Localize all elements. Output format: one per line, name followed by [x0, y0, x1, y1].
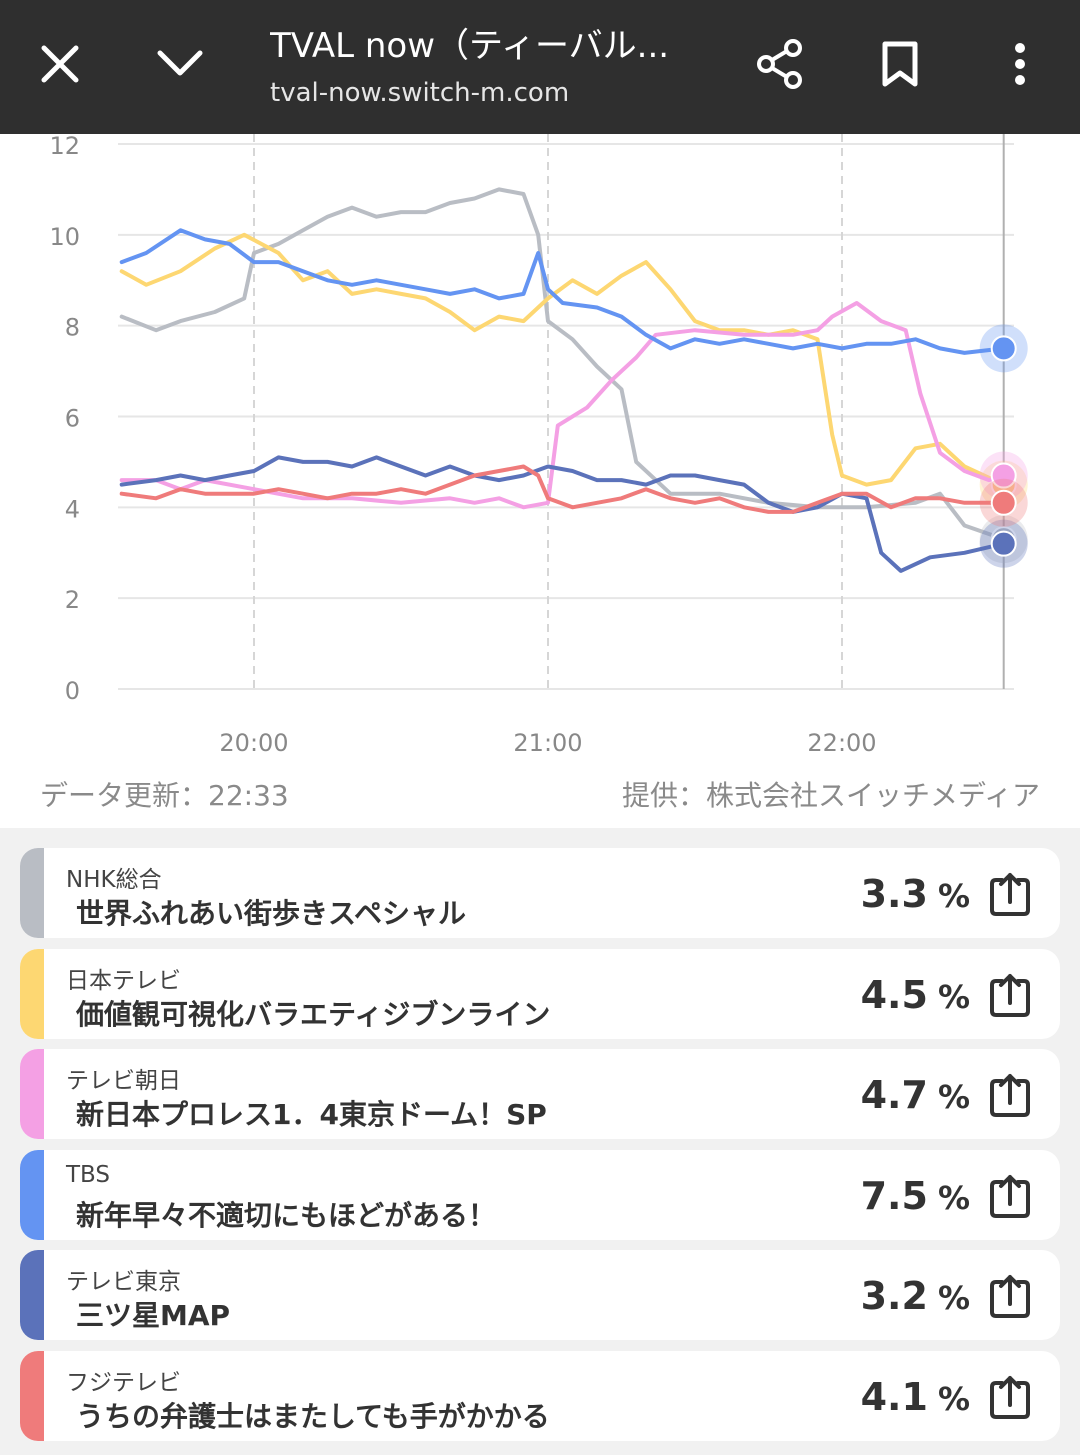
- y-tick-label: 0: [65, 677, 80, 705]
- series-line: [119, 301, 1006, 510]
- y-tick-label: 4: [65, 495, 80, 523]
- program-title: 新年早々不適切にもほどがある！: [76, 1198, 497, 1232]
- more-vert-icon[interactable]: [980, 24, 1060, 104]
- series-end-point: [990, 489, 1017, 516]
- program-title: 新日本プロレス1．4東京ドーム！SP: [76, 1098, 547, 1131]
- share-icon[interactable]: [988, 1375, 1032, 1419]
- provider-label: 提供：株式会社スイッチメディア: [621, 779, 1040, 812]
- channel-card-tvasahi[interactable]: テレビ朝日 新日本プロレス1．4東京ドーム！SP 4.7%: [20, 1049, 1060, 1139]
- channel-name: 日本テレビ: [66, 967, 181, 994]
- channel-color-bar: [20, 1350, 44, 1441]
- channel-name: NHK総合: [66, 867, 162, 893]
- rating-line-chart[interactable]: 0 2 4 6 8 10 12 20:00 21:00 22:00: [0, 134, 1080, 828]
- share-icon[interactable]: [988, 1174, 1032, 1218]
- x-tick-label: 21:00: [513, 729, 582, 757]
- channel-card-nhk[interactable]: NHK総合 世界ふれあい街歩きスペシャル 3.3%: [20, 848, 1060, 938]
- bookmark-icon[interactable]: [860, 24, 940, 104]
- rating-value: 3.3%: [860, 872, 970, 916]
- channel-card-tvtokyo[interactable]: テレビ東京 三ツ星MAP 3.2%: [20, 1250, 1060, 1340]
- series-end-point: [990, 530, 1017, 557]
- x-tick-label: 20:00: [219, 729, 288, 757]
- y-tick-label: 2: [65, 586, 80, 614]
- series-line: [119, 232, 1006, 487]
- program-title: 世界ふれあい街歩きスペシャル: [76, 897, 467, 930]
- y-tick-label: 8: [65, 314, 80, 342]
- y-tick-label: 6: [65, 405, 80, 433]
- channel-name: テレビ東京: [66, 1269, 181, 1295]
- share-icon[interactable]: [988, 1274, 1032, 1318]
- browser-toolbar: TVAL now（ティーバル... tval-now.switch-m.com: [0, 0, 1080, 134]
- share-icon[interactable]: [988, 1073, 1032, 1117]
- series-end-point: [990, 462, 1017, 489]
- channel-color-bar: [20, 1149, 44, 1240]
- channel-name: フジテレビ: [66, 1369, 181, 1396]
- rating-value: 4.1%: [860, 1374, 970, 1419]
- share-icon[interactable]: [988, 973, 1032, 1017]
- chevron-down-icon[interactable]: [140, 24, 220, 104]
- rating-value: 4.7%: [860, 1073, 970, 1117]
- channel-name: テレビ朝日: [66, 1068, 181, 1094]
- series-line: [119, 464, 1006, 514]
- page-title: TVAL now（ティーバル...: [270, 26, 670, 66]
- channel-name: TBS: [66, 1161, 111, 1188]
- channel-color-bar: [20, 948, 44, 1039]
- x-tick-label: 22:00: [807, 729, 876, 757]
- channel-color-bar: [20, 1250, 44, 1340]
- share-icon[interactable]: [740, 24, 820, 104]
- close-icon[interactable]: [20, 24, 100, 104]
- y-tick-label: 12: [49, 134, 80, 160]
- series-line: [119, 228, 1006, 355]
- program-title: 三ツ星MAP: [76, 1299, 231, 1332]
- channel-card-ntv[interactable]: 日本テレビ 価値観可視化バラエティジブンライン 4.5%: [20, 948, 1060, 1039]
- data-updated-label: データ更新：22:33: [40, 779, 289, 812]
- series-end-point: [990, 335, 1017, 362]
- rating-value: 7.5%: [860, 1173, 970, 1218]
- rating-value: 3.2%: [860, 1274, 970, 1318]
- rating-chart-panel: 0 2 4 6 8 10 12 20:00 21:00 22:00 データ更新：22:33 提供：…: [0, 134, 1080, 828]
- channel-card-tbs[interactable]: TBS 新年早々不適切にもほどがある！ 7.5%: [20, 1149, 1060, 1240]
- channel-card-fuji[interactable]: フジテレビ うちの弁護士はまたしても手がかかる 4.1%: [20, 1350, 1060, 1441]
- channel-list: NHK総合 世界ふれあい街歩きスペシャル 3.3% 日本テレビ 価値観可視化バラ…: [20, 848, 1060, 1451]
- channel-color-bar: [20, 848, 44, 938]
- y-tick-label: 10: [49, 223, 80, 251]
- channel-color-bar: [20, 1049, 44, 1139]
- program-title: 価値観可視化バラエティジブンライン: [76, 997, 551, 1031]
- page-url[interactable]: tval-now.switch-m.com: [270, 78, 570, 108]
- rating-value: 4.5%: [860, 972, 970, 1017]
- share-icon[interactable]: [988, 872, 1032, 916]
- program-title: うちの弁護士はまたしても手がかかる: [76, 1399, 550, 1433]
